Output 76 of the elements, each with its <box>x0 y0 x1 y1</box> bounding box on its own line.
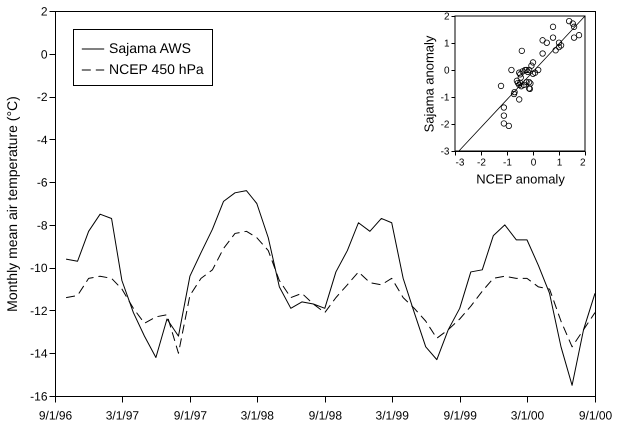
point <box>508 66 515 74</box>
point <box>558 42 564 49</box>
x-tick-label: -1 <box>503 158 512 168</box>
point <box>530 59 536 66</box>
point <box>526 66 532 74</box>
point <box>498 82 504 90</box>
point <box>511 89 518 96</box>
point <box>576 32 582 38</box>
point <box>539 50 546 57</box>
x-tick-label: 3/1/97 <box>106 408 140 422</box>
point <box>518 74 524 81</box>
y-tick-label: -12 <box>30 304 48 318</box>
y-tick-label: -10 <box>30 261 48 276</box>
point <box>500 104 508 111</box>
point <box>524 68 531 76</box>
x-tick-label: 9/1/96 <box>38 408 72 422</box>
y-tick-label: 0 <box>40 47 48 62</box>
x-tick-label: 9/1/99 <box>444 408 478 422</box>
point <box>530 70 536 77</box>
point <box>556 44 562 50</box>
point <box>517 80 524 86</box>
x-tick-label: 0 <box>530 158 537 168</box>
point <box>514 80 522 86</box>
point <box>523 79 530 86</box>
point <box>570 34 578 41</box>
y-tick-label: 2 <box>444 12 450 22</box>
point <box>556 40 562 46</box>
x-tick-label: 9/1/97 <box>174 408 208 422</box>
point <box>518 48 525 54</box>
x-tick-label: 1 <box>556 158 563 168</box>
point <box>516 82 522 88</box>
point <box>570 24 578 30</box>
point <box>510 90 518 98</box>
y-tick-label: -14 <box>30 346 48 361</box>
y-axis-title: Sajama anomaly <box>422 35 437 132</box>
point <box>550 24 556 30</box>
x-tick-label: -3 <box>456 158 465 168</box>
x-tick-label: -2 <box>477 158 486 168</box>
point <box>518 83 524 90</box>
point <box>500 112 508 119</box>
y-tick-label: 0 <box>444 66 450 76</box>
point <box>519 68 526 74</box>
point <box>566 18 572 24</box>
y-tick-label: -2 <box>36 90 48 104</box>
point <box>550 34 556 41</box>
x-tick-label: 9/1/00 <box>578 408 612 422</box>
point <box>544 40 550 46</box>
point <box>552 47 559 54</box>
y-tick-label: -2 <box>440 120 450 130</box>
point <box>535 66 542 74</box>
y-tick-label: -6 <box>36 176 48 190</box>
x-tick-label: 3/1/00 <box>510 408 544 422</box>
point <box>528 62 535 69</box>
point <box>500 120 508 127</box>
point <box>506 122 512 130</box>
point <box>570 20 576 27</box>
x-axis-title: NCEP anomaly <box>476 172 566 186</box>
point <box>532 70 538 76</box>
x-tick-label: 3/1/98 <box>240 408 274 422</box>
y-tick-label: -4 <box>36 132 48 147</box>
point <box>514 78 520 84</box>
y-tick-label: -16 <box>30 390 48 404</box>
y-tick-label: 2 <box>40 4 48 18</box>
y-axis-title: Monthly mean air temperature (°C) <box>4 96 20 312</box>
x-tick-label: 9/1/98 <box>308 408 342 422</box>
x-tick-label: 3/1/99 <box>376 408 410 422</box>
y-tick-label: -1 <box>440 92 450 104</box>
legend-label: Sajama AWS <box>109 40 191 56</box>
point <box>516 96 522 103</box>
y-tick-label: -3 <box>440 146 450 158</box>
point <box>539 37 546 44</box>
y-tick-label: 1 <box>444 38 450 50</box>
legend-label: NCEP 450 hPa <box>109 61 204 77</box>
point <box>520 82 528 88</box>
y-tick-label: -8 <box>36 218 48 232</box>
x-tick-label: 2 <box>580 158 586 168</box>
